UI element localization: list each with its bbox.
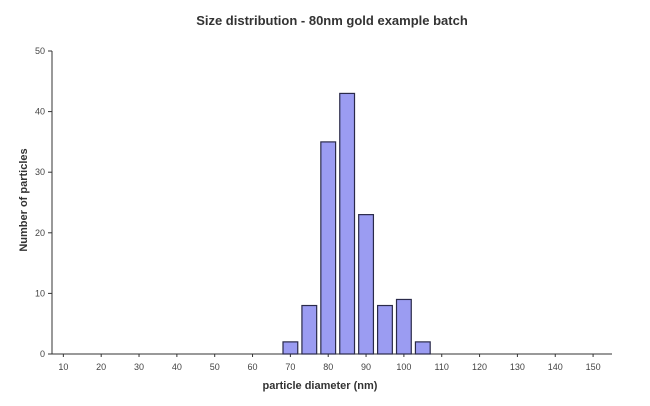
y-tick-label: 20 [35,228,45,238]
y-tick-label: 0 [40,349,45,359]
x-tick-label: 10 [58,362,68,372]
x-axis-label: particle diameter (nm) [263,380,378,392]
x-tick-label: 90 [361,362,371,372]
y-axis-label: Number of particles [18,148,30,251]
bar-75nm [301,304,318,355]
y-axis-ticks: 0 10 20 30 40 50 [35,46,52,359]
x-tick-label: 100 [396,362,411,372]
x-tick-label: 60 [248,362,258,372]
bar-85nm [339,92,356,355]
x-tick-label: 110 [435,362,449,372]
x-tick-label: 20 [96,362,106,372]
chart-title: Size distribution - 80nm gold example ba… [196,13,468,28]
bar-80nm [320,141,337,355]
y-tick-label: 50 [35,46,45,56]
bar-90nm [358,214,375,355]
x-tick-label: 30 [134,362,144,372]
bar-70nm [282,341,299,355]
x-tick-label: 140 [548,362,563,372]
x-tick-label: 40 [172,362,182,372]
x-tick-label: 130 [510,362,525,372]
x-tick-label: 80 [323,362,333,372]
x-tick-label: 70 [285,362,295,372]
y-tick-label: 10 [35,288,45,298]
x-tick-label: 120 [472,362,487,372]
x-axis-ticks: 10 20 30 40 50 60 70 80 90 100 110 120 130 140 150 [58,354,601,372]
bar-105nm [414,341,431,355]
bar-series [282,92,431,355]
bar-95nm [376,304,393,355]
bar-100nm [395,298,412,355]
x-tick-label: 150 [586,362,601,372]
x-tick-label: 50 [210,362,220,372]
y-tick-label: 30 [35,167,45,177]
y-tick-label: 40 [35,107,45,117]
